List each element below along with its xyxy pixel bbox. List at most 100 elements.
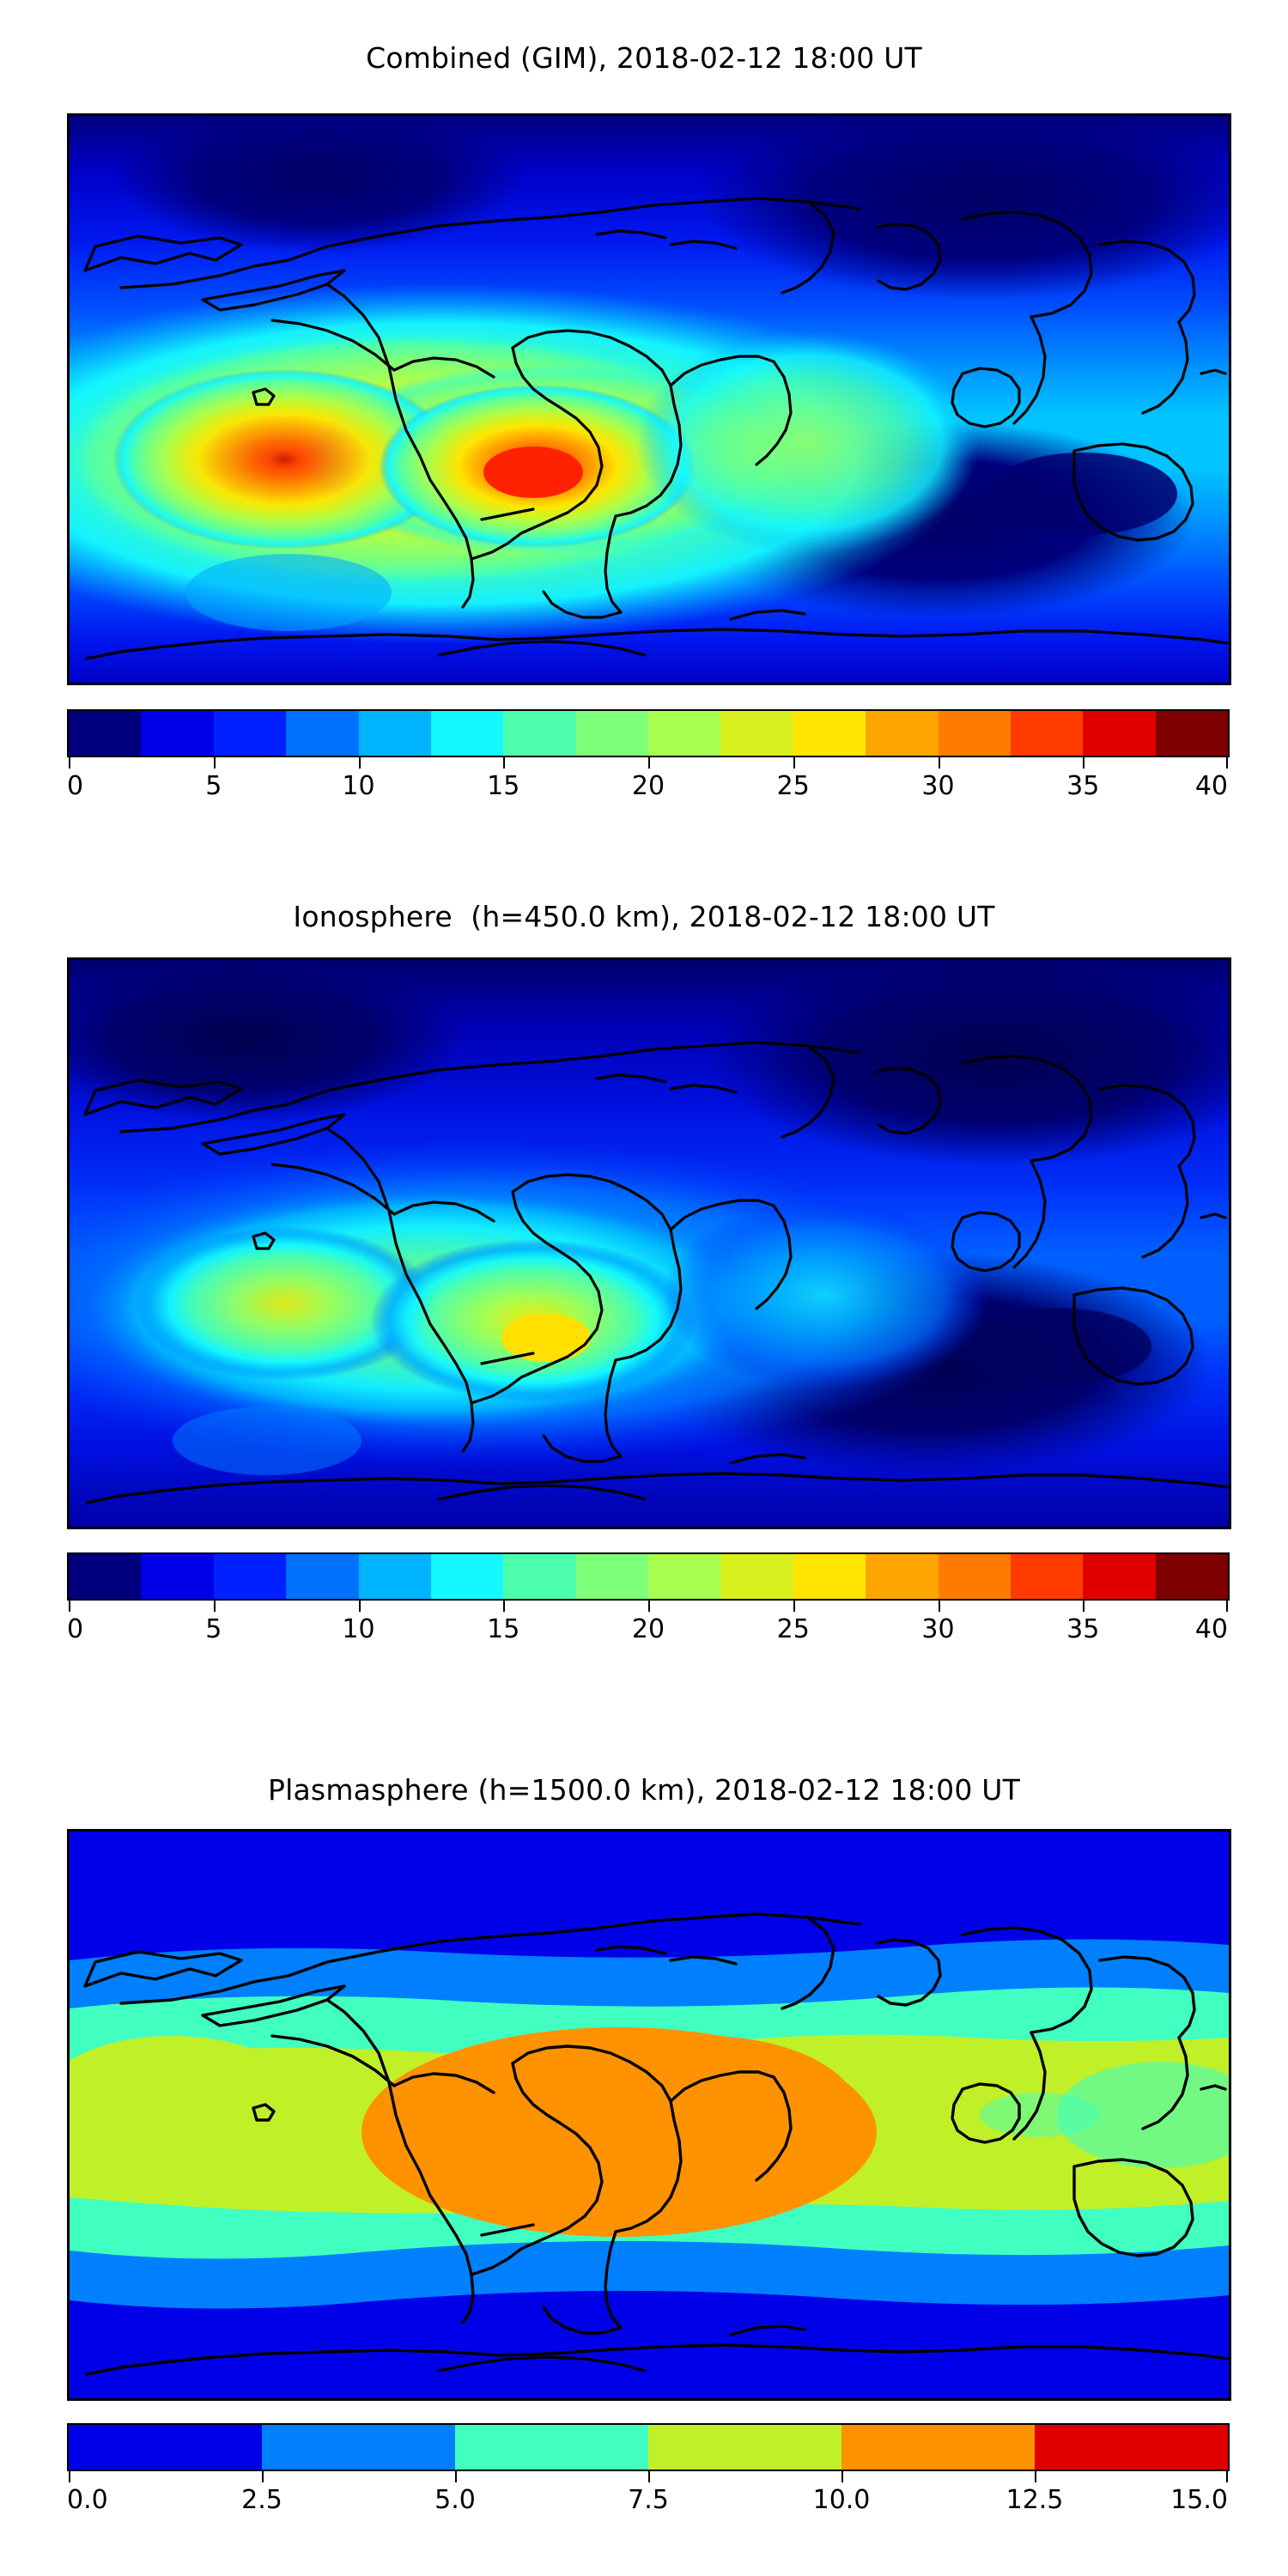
colorbar-tick-label: 15 [487, 771, 520, 801]
colorbar-segment-11 [866, 1554, 939, 1599]
colorbar-segment-4 [358, 711, 431, 756]
colorbar-segment-2 [213, 711, 287, 756]
colorbar-segment-9 [720, 1554, 793, 1599]
colorbar-labels-combined: 0 5 10 15 20 25 30 35 40 [67, 769, 1230, 804]
colorbar-tick [1226, 1601, 1228, 1612]
colorbar-tick-label: 0 [67, 771, 84, 801]
colorbar-tick-label: 15 [487, 1614, 520, 1644]
colorbar-segment-6 [503, 1554, 576, 1599]
colorbar-tick-label: 10 [342, 1614, 375, 1644]
colorbar-ticks-ionosphere [67, 1601, 1230, 1613]
panel-plasmasphere: Plasmasphere (h=1500.0 km), 2018-02-12 1… [0, 1735, 1288, 2576]
colorbar-tick-label: 40 [1194, 1614, 1228, 1644]
colorbar-ticks-plasmasphere [67, 2471, 1230, 2483]
colorbar-tick-label: 25 [776, 1614, 810, 1644]
colorbar-tick [938, 1601, 940, 1612]
colorbar-tick [1083, 757, 1085, 769]
colorbar-segment-7 [575, 1554, 648, 1599]
colorbar-tick [841, 2471, 843, 2482]
colorbar-gradient-plasmasphere [67, 2423, 1230, 2471]
colorbar-tick [648, 1601, 650, 1612]
colorbar-tick-label: 30 [921, 771, 955, 801]
colorbar-segment-15 [1155, 711, 1228, 756]
colorbar-tick [1035, 2471, 1036, 2482]
colorbar-segment-10 [793, 711, 866, 756]
colorbar-tick-label: 5.0 [434, 2485, 476, 2515]
colorbar-segment-0 [69, 711, 142, 756]
map-field-plasmasphere [70, 1832, 1229, 2398]
colorbar-tick-label: 5 [205, 771, 222, 801]
map-field-combined [70, 116, 1229, 683]
colorbar-tick-label: 0 [67, 1614, 84, 1644]
colorbar-tick-label: 15.0 [1170, 2485, 1228, 2515]
colorbar-combined: 0 5 10 15 20 25 30 35 40 [67, 709, 1230, 804]
colorbar-tick [69, 757, 70, 769]
colorbar-segment-2 [455, 2425, 648, 2470]
colorbar-segment-13 [1010, 1554, 1084, 1599]
colorbar-tick-label: 7.5 [628, 2485, 669, 2515]
colorbar-segment-12 [938, 1554, 1011, 1599]
colorbar-gradient-ionosphere [67, 1552, 1230, 1601]
colorbar-tick [503, 757, 506, 769]
map-svg-ionosphere [70, 960, 1229, 1527]
colorbar-tick [455, 2471, 457, 2482]
colorbar-segment-0 [69, 2425, 262, 2470]
colorbar-tick-label: 10 [342, 771, 375, 801]
colorbar-segment-8 [648, 1554, 721, 1599]
colorbar-segment-3 [648, 2425, 841, 2470]
map-ionosphere [67, 957, 1231, 1529]
coastlines-combined [83, 197, 1229, 660]
panel-ionosphere: Ionosphere (h=450.0 km), 2018-02-12 18:0… [0, 859, 1288, 1735]
colorbar-tick-label: 12.5 [1005, 2485, 1064, 2515]
map-svg-plasmasphere [70, 1832, 1229, 2398]
colorbar-tick [1226, 757, 1228, 769]
panel-combined-gim: Combined (GIM), 2018-02-12 18:00 UT [0, 0, 1288, 859]
colorbar-tick [648, 2471, 650, 2482]
colorbar-segment-10 [793, 1554, 866, 1599]
colorbar-segment-4 [841, 2425, 1035, 2470]
panel-title-ionosphere: Ionosphere (h=450.0 km), 2018-02-12 18:0… [293, 900, 995, 933]
colorbar-tick-label: 35 [1066, 771, 1100, 801]
colorbar-plasmasphere: 0.0 2.5 5.0 7.5 10.0 12.5 15.0 [67, 2423, 1230, 2518]
colorbar-tick-label: 35 [1066, 1614, 1100, 1644]
colorbar-segment-8 [648, 711, 721, 756]
colorbar-tick [648, 757, 650, 769]
colorbar-tick-label: 30 [921, 1614, 955, 1644]
colorbar-tick [213, 757, 216, 769]
colorbar-ticks-combined [67, 757, 1230, 769]
colorbar-tick-label: 20 [631, 1614, 665, 1644]
panel-title-plasmasphere: Plasmasphere (h=1500.0 km), 2018-02-12 1… [268, 1773, 1020, 1807]
colorbar-tick [503, 1601, 506, 1612]
colorbar-tick [69, 1601, 70, 1612]
colorbar-segment-5 [1035, 2425, 1228, 2470]
colorbar-tick [938, 757, 940, 769]
colorbar-tick [1083, 1601, 1085, 1612]
colorbar-segment-1 [262, 2425, 455, 2470]
colorbar-tick [213, 1601, 216, 1612]
colorbar-tick-label: 2.5 [241, 2485, 283, 2515]
colorbar-tick-label: 20 [631, 771, 665, 801]
colorbar-tick [793, 757, 795, 769]
map-svg-combined [70, 116, 1229, 683]
colorbar-segment-3 [286, 711, 359, 756]
colorbar-tick [262, 2471, 264, 2482]
colorbar-segment-4 [358, 1554, 431, 1599]
colorbar-tick-label: 5 [205, 1614, 222, 1644]
colorbar-segment-1 [141, 1554, 214, 1599]
colorbar-segment-2 [213, 1554, 287, 1599]
panel-title-combined: Combined (GIM), 2018-02-12 18:00 UT [366, 41, 922, 75]
colorbar-tick [1226, 2471, 1228, 2482]
colorbar-tick [358, 757, 361, 769]
colorbar-ionosphere: 0 5 10 15 20 25 30 35 40 [67, 1552, 1230, 1647]
colorbar-segment-5 [430, 1554, 504, 1599]
coastlines-ionosphere [83, 1041, 1229, 1504]
colorbar-segment-6 [503, 711, 576, 756]
colorbar-tick-label: 10.0 [812, 2485, 871, 2515]
colorbar-segment-15 [1155, 1554, 1228, 1599]
map-combined-gim [67, 113, 1231, 685]
coastlines-plasmasphere [83, 1912, 1229, 2376]
colorbar-labels-plasmasphere: 0.0 2.5 5.0 7.5 10.0 12.5 15.0 [67, 2483, 1230, 2518]
colorbar-segment-5 [430, 711, 504, 756]
colorbar-labels-ionosphere: 0 5 10 15 20 25 30 35 40 [67, 1613, 1230, 1647]
